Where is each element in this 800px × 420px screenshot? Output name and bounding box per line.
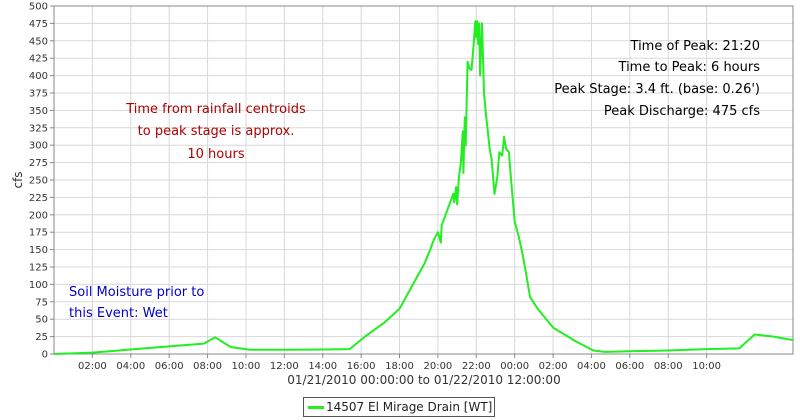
- x-tick-label: 02:00: [78, 361, 107, 372]
- x-axis-ticks: 02:00 04:00 06:00 08:00 10:00 12:00 14:00 16:00…: [78, 354, 721, 372]
- x-tick-label: 10:00: [232, 361, 261, 372]
- x-tick-label: 20:00: [423, 361, 452, 372]
- x-tick-label: 08:00: [193, 361, 222, 372]
- y-tick-label: 75: [35, 297, 48, 308]
- y-axis-ticks: 0 25 50 75 100 125 150 175 200 225 250 275 300 325 350…: [29, 2, 54, 361]
- x-axis-title: 01/21/2010 00:00:00 to 01/22/2010 12:00:…: [287, 373, 560, 387]
- x-tick-label: 22:00: [462, 361, 491, 372]
- x-tick-label: 04:00: [116, 361, 145, 372]
- y-tick-label: 225: [29, 193, 48, 204]
- y-tick-label: 300: [29, 141, 48, 152]
- series-layer: [53, 20, 794, 355]
- grid-lines: [54, 5, 793, 355]
- legend: 14507 El Mirage Drain [WT]: [303, 397, 495, 417]
- x-tick-label: 14:00: [308, 361, 337, 372]
- annotation-soil-moisture-line1: Soil Moisture prior to: [69, 285, 204, 300]
- annotation-time-of-peak: Time of Peak: 21:20: [630, 39, 760, 54]
- y-tick-label: 400: [29, 71, 48, 82]
- x-tick-label: 08:00: [654, 361, 683, 372]
- y-tick-label: 100: [29, 280, 48, 291]
- y-tick-label: 175: [29, 228, 48, 239]
- y-tick-label: 350: [29, 106, 48, 117]
- legend-swatch: [308, 405, 324, 409]
- y-tick-label: 25: [35, 332, 48, 343]
- annotation-centroid-line2: to peak stage is approx.: [138, 124, 295, 139]
- y-tick-label: 250: [29, 176, 48, 187]
- x-tick-label: 00:00: [500, 361, 529, 372]
- x-tick-label: 06:00: [615, 361, 644, 372]
- x-tick-label: 02:00: [539, 361, 568, 372]
- y-tick-label: 325: [29, 123, 48, 134]
- x-tick-label: 06:00: [155, 361, 184, 372]
- y-tick-label: 425: [29, 54, 48, 65]
- y-tick-label: 450: [29, 36, 48, 47]
- annotation-peak-discharge: Peak Discharge: 475 cfs: [604, 104, 760, 119]
- legend-label: 14507 El Mirage Drain [WT]: [326, 400, 493, 414]
- x-tick-label: 12:00: [270, 361, 299, 372]
- y-tick-label: 50: [35, 315, 48, 326]
- y-tick-label: 475: [29, 19, 48, 30]
- annotation-centroid-line1: Time from rainfall centroids: [125, 102, 306, 117]
- y-tick-label: 375: [29, 89, 48, 100]
- series-line-discharge: [53, 20, 794, 355]
- y-tick-label: 125: [29, 263, 48, 274]
- annotation-time-to-peak: Time to Peak: 6 hours: [618, 60, 761, 75]
- x-tick-label: 10:00: [692, 361, 721, 372]
- y-axis-title: cfs: [11, 171, 25, 188]
- annotation-centroid-line3: 10 hours: [187, 147, 244, 162]
- x-tick-label: 18:00: [385, 361, 414, 372]
- x-tick-label: 16:00: [347, 361, 376, 372]
- y-tick-label: 200: [29, 210, 48, 221]
- y-tick-label: 500: [29, 2, 48, 13]
- annotation-peak-stage: Peak Stage: 3.4 ft. (base: 0.26'): [554, 82, 760, 97]
- x-tick-label: 04:00: [577, 361, 606, 372]
- annotation-soil-moisture-line2: this Event: Wet: [69, 306, 168, 321]
- y-tick-label: 275: [29, 158, 48, 169]
- y-tick-label: 150: [29, 245, 48, 256]
- y-tick-label: 0: [42, 350, 48, 361]
